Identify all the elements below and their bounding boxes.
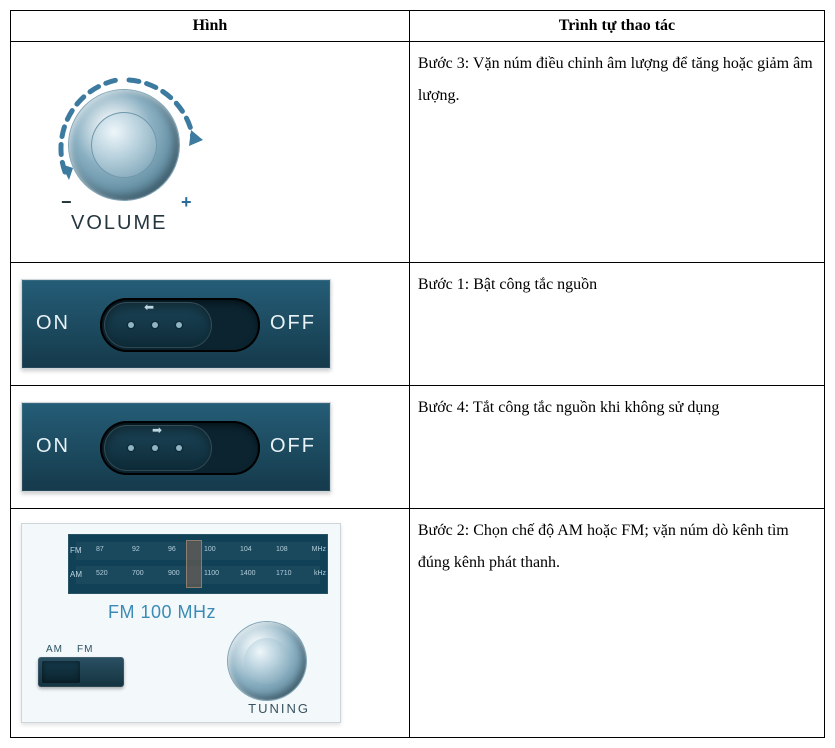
figure-cell: ON OFF ⬅ [11,263,410,386]
tuning-text-label: TUNING [248,701,310,716]
frequency-dial-icon: FM AM 87 92 96 100 104 108 MHz [68,534,328,594]
am-label: AM [46,644,63,655]
am-tick: 1710 [276,570,292,577]
amfm-switch-icon [38,657,124,687]
tuning-knob-icon [228,622,306,700]
step-description: Bước 2: Chọn chế độ AM hoặc FM; vặn núm … [418,515,816,579]
am-fm-selector: AM FM [38,644,124,690]
amfm-slider-icon [42,661,80,683]
volume-figure: − + VOLUME [21,52,221,252]
switch-off-label: OFF [270,312,316,335]
fm-tick: 96 [168,546,176,553]
frequency-readout: FM 100 MHz [108,602,216,623]
instruction-table: Hình Trình tự thao tác − + VOLUME [10,10,825,738]
switch-on-label: ON [36,435,70,458]
power-switch-on-figure: ON OFF ⬅ [21,279,331,369]
figure-cell: FM AM 87 92 96 100 104 108 MHz [11,509,410,738]
switch-grip-dots-icon [128,322,182,328]
switch-grip-dots-icon [128,445,182,451]
switch-knob-icon: ➡ [104,425,212,471]
fm-tick: 100 [204,546,216,553]
power-switch-off-figure: ON OFF ➡ [21,402,331,492]
switch-off-label: OFF [270,435,316,458]
header-row: Hình Trình tự thao tác [11,11,825,42]
switch-slot-icon: ⬅ [100,298,260,352]
arrow-left-icon: ⬅ [144,300,154,314]
switch-knob-icon: ⬅ [104,302,212,348]
am-tick: 1400 [240,570,256,577]
arrow-right-icon: ➡ [152,423,162,437]
header-steps: Trình tự thao tác [409,11,824,42]
table-row: − + VOLUME Bước 3: Vặn núm điều chỉnh âm… [11,42,825,263]
tuning-needle-icon [186,540,202,588]
fm-tick: 108 [276,546,288,553]
am-tick: 520 [96,570,108,577]
description-cell: Bước 2: Chọn chế độ AM hoặc FM; vặn núm … [409,509,824,738]
tuner-figure: FM AM 87 92 96 100 104 108 MHz [21,523,341,723]
table-row: FM AM 87 92 96 100 104 108 MHz [11,509,825,738]
volume-plus-label: + [181,192,192,213]
header-image: Hình [11,11,410,42]
am-unit: kHz [314,570,326,577]
am-tick: 900 [168,570,180,577]
volume-knob-icon [69,90,179,200]
description-cell: Bước 3: Vặn núm điều chỉnh âm lượng để t… [409,42,824,263]
switch-slot-icon: ➡ [100,421,260,475]
description-cell: Bước 1: Bật công tắc nguồn [409,263,824,386]
fm-tick: 87 [96,546,104,553]
page: Hình Trình tự thao tác − + VOLUME [10,10,825,738]
table-row: ON OFF ➡ Bước 4: Tắt công tắc nguồn khi … [11,386,825,509]
description-cell: Bước 4: Tắt công tắc nguồn khi không sử … [409,386,824,509]
fm-tick: 92 [132,546,140,553]
switch-on-label: ON [36,312,70,335]
am-tick: 700 [132,570,144,577]
volume-text-label: VOLUME [71,212,167,235]
volume-minus-label: − [61,192,72,213]
step-description: Bước 4: Tắt công tắc nguồn khi không sử … [418,392,816,424]
fm-unit: MHz [312,546,326,553]
step-description: Bước 3: Vặn núm điều chỉnh âm lượng để t… [418,48,816,112]
figure-cell: − + VOLUME [11,42,410,263]
fm-tick: 104 [240,546,252,553]
fm-label: FM [77,644,93,655]
figure-cell: ON OFF ➡ [11,386,410,509]
step-description: Bước 1: Bật công tắc nguồn [418,269,816,301]
am-tick: 1100 [204,570,219,577]
table-row: ON OFF ⬅ Bước 1: Bật công tắc nguồn [11,263,825,386]
